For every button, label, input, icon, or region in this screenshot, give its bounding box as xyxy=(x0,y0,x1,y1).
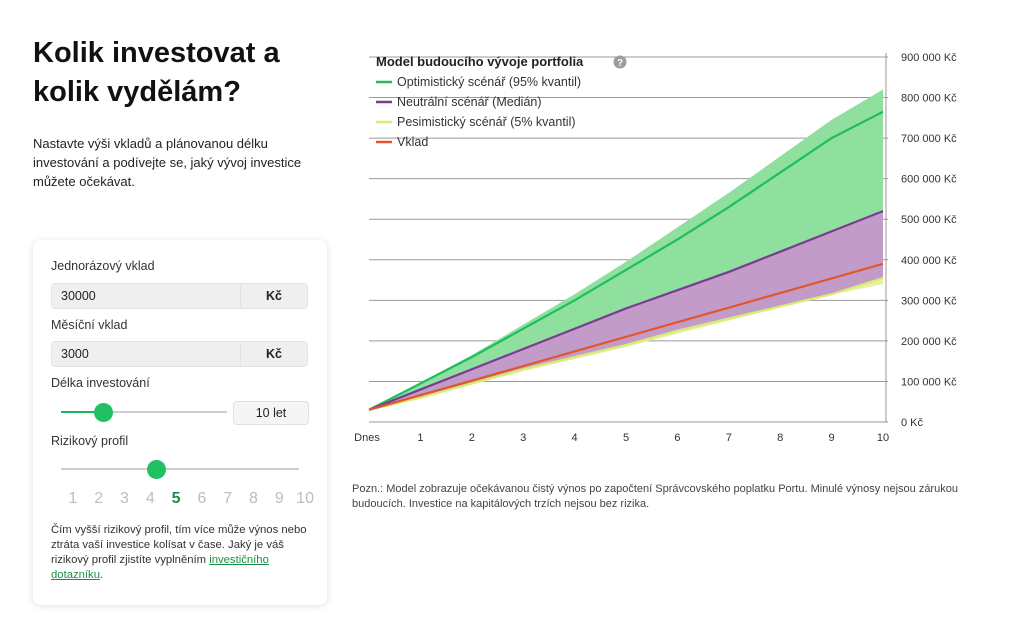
y-tick-label: 700 000 Kč xyxy=(901,133,957,145)
risk-level-4[interactable]: 4 xyxy=(145,490,155,507)
calculator-card: Jednorázový vklad 30000 Kč Měsíční vklad… xyxy=(33,240,327,605)
x-tick-label: 5 xyxy=(623,432,629,444)
risk-level-9[interactable]: 9 xyxy=(274,490,284,507)
y-tick-label: 400 000 Kč xyxy=(901,255,957,267)
x-tick-label: 4 xyxy=(572,432,578,444)
risk-level-7[interactable]: 7 xyxy=(223,490,233,507)
y-tick-label: 900 000 Kč xyxy=(901,52,957,64)
risk-level-10[interactable]: 10 xyxy=(296,490,314,507)
risk-note-end: . xyxy=(100,569,104,581)
footnote: Pozn.: Model zobrazuje očekávanou čistý … xyxy=(352,483,958,510)
monthly-input[interactable]: 3000 xyxy=(51,341,240,367)
x-tick-label: 1 xyxy=(417,432,423,444)
intro-text: Nastavte výši vkladů a plánovanou délku … xyxy=(33,136,302,189)
y-tick-label: 800 000 Kč xyxy=(901,93,957,105)
legend-label: Vklad xyxy=(397,135,428,149)
risk-level-8[interactable]: 8 xyxy=(249,490,258,507)
y-tick-label: 600 000 Kč xyxy=(901,174,957,186)
risk-scale: 1 2 3 4 5 6 7 8 9 10 xyxy=(60,490,318,508)
page-title: Kolik investovat a kolik vydělám? xyxy=(33,37,280,108)
y-tick-label: 0 Kč xyxy=(901,417,924,429)
risk-level-2[interactable]: 2 xyxy=(94,490,104,507)
risk-level-1[interactable]: 1 xyxy=(68,490,78,507)
x-tick-label: 9 xyxy=(829,432,835,444)
help-icon xyxy=(613,55,627,69)
x-tick-label: 2 xyxy=(469,432,475,444)
lump-sum-field: 30000 Kč xyxy=(51,283,308,309)
legend-label: Pesimistický scénář (5% kvantil) xyxy=(397,115,576,129)
monthly-field: 3000 Kč xyxy=(51,341,308,367)
y-tick-label: 100 000 Kč xyxy=(901,376,957,388)
optimistic-band xyxy=(369,89,883,410)
series-line xyxy=(368,262,884,411)
risk-level-5[interactable]: 5 xyxy=(171,490,181,507)
risk-level-6[interactable]: 6 xyxy=(197,490,207,507)
monthly-currency: Kč xyxy=(240,341,308,367)
series-line xyxy=(368,210,884,411)
duration-slider[interactable] xyxy=(61,403,227,422)
questionnaire-link[interactable]: investičního dotazníku xyxy=(51,554,269,581)
risk-note-text: Čím vyšší rizikový profil, tím více může… xyxy=(51,524,307,566)
risk-slider-handle[interactable] xyxy=(147,460,167,479)
series-line xyxy=(368,276,884,411)
series-line xyxy=(368,110,884,411)
help-icon-glyph: ? xyxy=(617,58,623,69)
risk-level-3[interactable]: 3 xyxy=(120,490,129,507)
x-tick-label: 3 xyxy=(520,432,526,444)
lump-sum-label: Jednorázový vklad xyxy=(51,259,155,273)
x-tick-label: Dnes xyxy=(354,432,380,444)
monthly-label: Měsíční vklad xyxy=(51,318,128,332)
duration-value[interactable]: 10 let xyxy=(233,401,309,425)
x-tick-label: 10 xyxy=(877,432,889,444)
x-tick-label: 6 xyxy=(674,432,680,444)
duration-label: Délka investování xyxy=(51,376,150,390)
duration-slider-fill xyxy=(61,411,103,413)
y-tick-label: 300 000 Kč xyxy=(901,295,957,307)
risk-slider[interactable] xyxy=(61,460,299,479)
risk-note: Čím vyšší rizikový profil, tím více může… xyxy=(51,523,313,583)
y-tick-label: 200 000 Kč xyxy=(901,336,957,348)
chart-title: Model budoucího vývoje portfolia xyxy=(376,54,584,69)
y-tick-label: 500 000 Kč xyxy=(901,214,957,226)
lump-sum-input[interactable]: 30000 xyxy=(51,283,240,309)
x-tick-label: 7 xyxy=(726,432,732,444)
legend-label: Neutrální scénář (Medián) xyxy=(397,95,542,109)
risk-label: Rizikový profil xyxy=(51,434,129,448)
portfolio-chart: 0 Kč 100 000 Kč 200 000 Kč 300 000 Kč 400 00… xyxy=(354,52,957,444)
x-tick-label: 8 xyxy=(777,432,783,444)
lump-sum-currency: Kč xyxy=(240,283,308,309)
legend-label: Optimistický scénář (95% kvantil) xyxy=(397,75,581,89)
duration-slider-handle[interactable] xyxy=(93,403,113,422)
